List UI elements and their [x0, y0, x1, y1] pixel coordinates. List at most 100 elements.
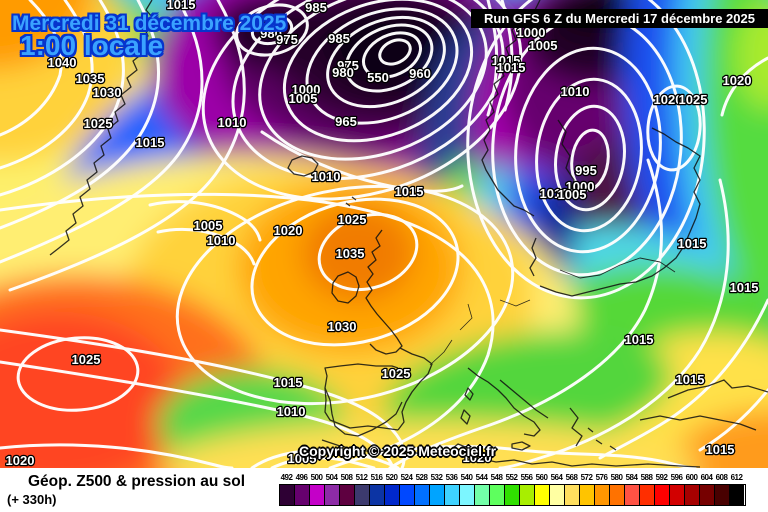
pressure-label: 1025	[84, 116, 113, 131]
pressure-label: 1005	[289, 91, 318, 106]
colorbar-tick: 556	[520, 473, 533, 482]
pressure-label: 1000	[566, 179, 595, 194]
pressure-label: 1005	[558, 187, 587, 202]
colorbar-cell	[370, 485, 385, 505]
colorbar-cell	[445, 485, 460, 505]
colorbar-tick: 588	[640, 473, 653, 482]
pressure-field	[0, 0, 768, 468]
pressure-label: 1015	[706, 442, 735, 457]
pressure-label: 1010	[561, 84, 590, 99]
colorbar-tick: 520	[385, 473, 398, 482]
pressure-label: 1025	[72, 352, 101, 367]
colorbar-tick: 584	[625, 473, 638, 482]
colorbar-cell	[355, 485, 370, 505]
colorbar-cell	[295, 485, 310, 505]
colorbar-cell	[550, 485, 565, 505]
pressure-label: 1015	[497, 60, 526, 75]
colorbar-cell	[700, 485, 715, 505]
colorbar-cell	[595, 485, 610, 505]
pressure-label: 1005	[194, 218, 223, 233]
colorbar-tick: 600	[685, 473, 698, 482]
run-info-bar: Run GFS 6 Z du Mercredi 17 décembre 2025	[471, 9, 768, 28]
coastlines	[49, 0, 768, 468]
pressure-label: 1015	[136, 135, 165, 150]
colorbar-tick: 552	[505, 473, 518, 482]
pressure-label: 1030	[328, 319, 357, 334]
colorbar-cell	[490, 485, 505, 505]
colorbar-cell	[535, 485, 550, 505]
colorbar-cell	[400, 485, 415, 505]
colorbar-tick: 568	[565, 473, 578, 482]
colorbar-tick: 592	[655, 473, 668, 482]
pressure-label: 1000	[292, 82, 321, 97]
colorbar-cell	[640, 485, 655, 505]
colorbar-cell	[475, 485, 490, 505]
colorbar-tick: 564	[550, 473, 563, 482]
colorbar-cell	[520, 485, 535, 505]
pressure-label: 1025	[382, 366, 411, 381]
pressure-label: 975	[337, 58, 359, 73]
pressure-label: 975	[276, 32, 298, 47]
colorbar-cell	[385, 485, 400, 505]
run-info-label: Run GFS 6 Z du Mercredi 17 décembre 2025	[484, 11, 755, 26]
pressure-label: 1040	[48, 55, 77, 70]
colorbar: 492 496 500 504 508 512 516 520 524 528 532 536 540 5…	[279, 473, 746, 506]
local-time-label: 1:00 locale	[20, 30, 164, 61]
colorbar-cell	[430, 485, 445, 505]
pressure-label: 1015	[492, 53, 521, 68]
pressure-label: 1030	[93, 85, 122, 100]
colorbar-tick: 604	[700, 473, 713, 482]
pressure-label: 1015	[167, 0, 196, 12]
colorbar-cell	[565, 485, 580, 505]
colorbar-cell	[715, 485, 730, 505]
pressure-label: 1010	[312, 169, 341, 184]
pressure-label: 1010	[207, 233, 236, 248]
colorbar-cell	[580, 485, 595, 505]
colorbar-tick: 492	[280, 473, 293, 482]
pressure-label: 995	[575, 163, 597, 178]
pressure-label: 550	[367, 70, 389, 85]
colorbar-cell	[655, 485, 670, 505]
pressure-label: 1015	[676, 372, 705, 387]
pressure-label: 1010	[218, 115, 247, 130]
pressure-label: 1010	[540, 186, 569, 201]
colorbar-tick: 524	[400, 473, 413, 482]
colorbar-cell	[610, 485, 625, 505]
pressure-label: 965	[335, 114, 357, 129]
pressure-label: 1020	[654, 92, 683, 107]
pressure-label: 1020	[723, 73, 752, 88]
forecast-lead-time: (+ 330h)	[7, 492, 57, 507]
colorbar-tick: 496	[295, 473, 308, 482]
pressure-label: 1015	[625, 332, 654, 347]
pressure-label: 980	[332, 65, 354, 80]
colorbar-ticks: 492 496 500 504 508 512 516 520 524 528 532 536 540 5…	[279, 473, 746, 482]
colorbar-tick: 596	[670, 473, 683, 482]
colorbar-tick: 512	[355, 473, 368, 482]
pressure-label: 960	[409, 66, 431, 81]
pressure-label: 1025	[679, 92, 708, 107]
colorbar-cell	[505, 485, 520, 505]
colorbar-tick: 532	[430, 473, 443, 482]
colorbar-tick: 560	[535, 473, 548, 482]
pressure-label: 1035	[336, 246, 365, 261]
colorbar-cell	[325, 485, 340, 505]
pressure-label: 980	[260, 26, 282, 41]
colorbar-cell	[670, 485, 685, 505]
colorbar-tick: 528	[415, 473, 428, 482]
colorbar-tick: 612	[730, 473, 743, 482]
colorbar-tick: 544	[475, 473, 488, 482]
colorbar-tick: 508	[340, 473, 353, 482]
pressure-label: 1015	[274, 375, 303, 390]
colorbar-tick: 576	[595, 473, 608, 482]
colorbar-cell	[310, 485, 325, 505]
pressure-label: 1020	[463, 450, 492, 465]
pressure-label: 1035	[76, 71, 105, 86]
colorbar-tick: 540	[460, 473, 473, 482]
pressure-label: 1000	[517, 25, 546, 40]
colorbar-tick: 608	[715, 473, 728, 482]
map-footer: Géop. Z500 & pression au sol (+ 330h) 49…	[0, 468, 768, 512]
pressure-label: 1015	[730, 280, 759, 295]
